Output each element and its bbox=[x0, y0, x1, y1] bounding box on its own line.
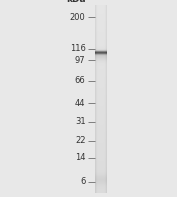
Text: 6: 6 bbox=[80, 177, 86, 186]
Text: 97: 97 bbox=[75, 56, 86, 65]
Text: 14: 14 bbox=[75, 153, 86, 162]
Text: 31: 31 bbox=[75, 117, 86, 126]
Text: 66: 66 bbox=[75, 76, 86, 85]
Text: 200: 200 bbox=[70, 13, 86, 22]
Text: 116: 116 bbox=[70, 45, 86, 53]
Text: 44: 44 bbox=[75, 99, 86, 108]
Text: 22: 22 bbox=[75, 136, 86, 145]
Text: kDa: kDa bbox=[66, 0, 86, 4]
